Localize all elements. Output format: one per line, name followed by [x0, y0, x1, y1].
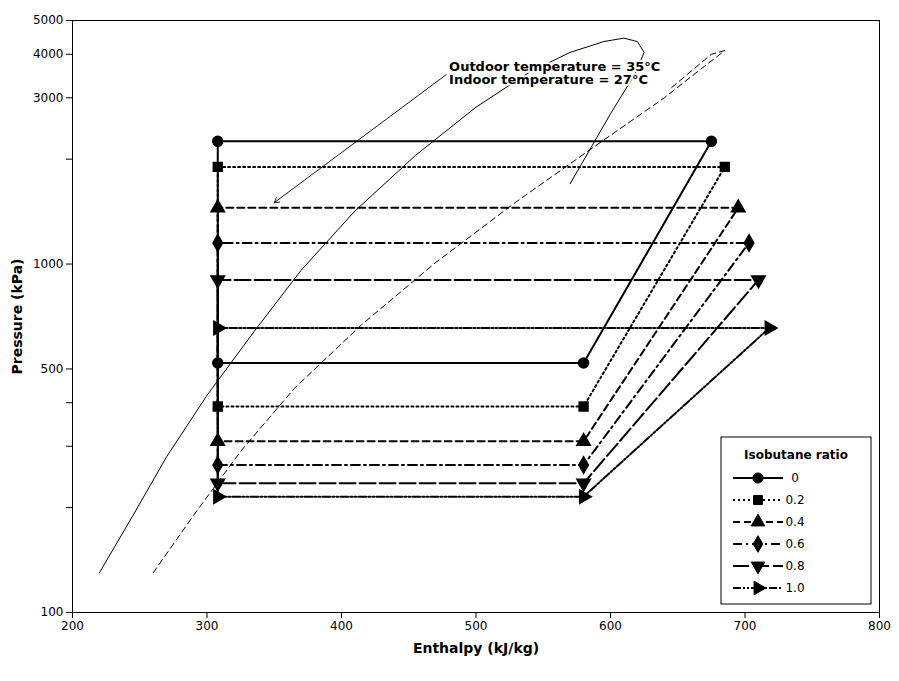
svg-text:5000: 5000: [33, 13, 64, 27]
svg-text:Pressure (kPa): Pressure (kPa): [9, 258, 25, 374]
svg-text:Enthalpy (kJ/kg): Enthalpy (kJ/kg): [413, 640, 539, 656]
svg-text:300: 300: [196, 619, 219, 633]
svg-text:1.0: 1.0: [785, 581, 804, 595]
svg-text:800: 800: [868, 619, 891, 633]
svg-text:4000: 4000: [33, 47, 64, 61]
svg-text:700: 700: [734, 619, 757, 633]
svg-text:0.8: 0.8: [785, 559, 804, 573]
svg-text:500: 500: [41, 362, 64, 376]
svg-text:500: 500: [465, 619, 488, 633]
svg-text:0: 0: [791, 471, 799, 485]
svg-text:Outdoor temperature = 35°CIndo: Outdoor temperature = 35°CIndoor tempera…: [449, 59, 660, 87]
svg-text:100: 100: [41, 605, 64, 619]
svg-text:0.4: 0.4: [785, 515, 804, 529]
svg-text:400: 400: [330, 619, 353, 633]
svg-text:600: 600: [599, 619, 622, 633]
svg-text:200: 200: [61, 619, 84, 633]
svg-text:Isobutane ratio: Isobutane ratio: [744, 448, 848, 462]
svg-text:1000: 1000: [33, 257, 64, 271]
svg-text:0.6: 0.6: [785, 537, 804, 551]
svg-text:3000: 3000: [33, 91, 64, 105]
svg-text:0.2: 0.2: [785, 493, 804, 507]
